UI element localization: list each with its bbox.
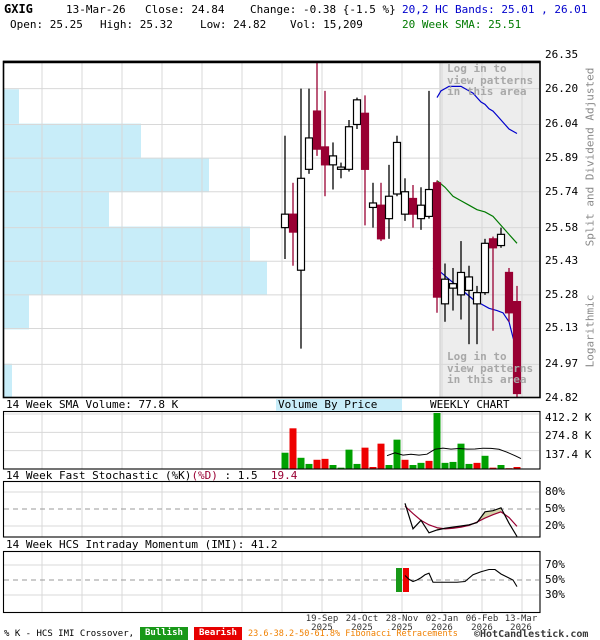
stochastic-k-value: : 1.5 [217,469,258,482]
momentum-label: 14 Week HCS Intraday Momentum (IMI): 41.… [6,538,278,551]
date-line: 28-Nov [385,614,419,624]
quote-date: 13-Mar-26 [66,3,126,16]
price-tick-label: 25.74 [545,184,579,198]
momentum-tick-label: 70% [545,558,565,571]
symbol-label: GXIG [4,2,33,16]
year-line: 2025 [311,622,333,633]
date-tick-label: 02-Jan 2026 [418,615,466,632]
date-line: 24-Oct [345,614,379,624]
login-overlay-text-bottom: Log in to view patterns in this area [447,351,533,386]
date-tick-label: 28-Nov 2025 [378,615,426,632]
year-line: 2026 [431,622,453,633]
login-overlay-line: in this area [447,373,527,386]
login-overlay-line: Log in to [447,350,507,363]
date-tick-label: 19-Sep 2025 [298,615,346,632]
hc-bands-value: 20,2 HC Bands: 25.01 , 26.01 [402,3,588,16]
login-overlay-line: in this area [447,85,527,98]
date-line: 06-Feb [465,614,499,624]
date-line: 02-Jan [425,614,459,624]
price-tick-label: 25.43 [545,254,579,268]
price-tick-label: 26.35 [545,48,579,61]
stochastic-tick-label: 20% [545,519,565,532]
price-tick-label: 24.82 [545,390,579,404]
change-value: Change: -0.38 {-1.5 %} [250,3,396,16]
year-line: 2025 [351,622,373,633]
stochastic-tick-label: 80% [545,484,565,498]
volume-tick-label: 137.4 K [545,447,592,461]
price-tick-label: 26.04 [545,117,579,131]
price-tick-label: 25.89 [545,151,579,165]
volume-tick-label: 412.2 K [545,411,592,424]
stochastic-d-value: 19.4 [257,469,298,482]
date-line: 13-Mar [504,614,538,624]
crossover-legend-label: % K - HCS IMI Crossover, [4,629,135,639]
price-tick-label: 25.28 [545,287,579,301]
date-tick-label: 13-Mar 2026 [497,615,545,632]
login-overlay-text-top: Log in to view patterns in this area [447,63,533,98]
volume-value: Vol: 15,209 [290,18,363,31]
copyright-link[interactable]: ©HotCandlestick.com [474,629,589,640]
volume-by-price-label: Volume By Price [276,399,402,411]
login-overlay-line: view patterns [447,73,534,87]
login-overlay-line: view patterns [447,361,534,375]
bearish-badge: Bearish [194,627,242,640]
year-line: 2026 [510,622,532,633]
date-line: 19-Sep [305,614,339,624]
price-tick-label: 26.20 [545,81,579,95]
stochastic-tick-label: 50% [545,502,565,515]
weekly-chart-label: WEEKLY CHART [430,398,510,411]
stochastic-k-label: 14 Week Fast Stochastic (%K) [6,469,192,482]
volume-sma-label: 14 Week SMA Volume: 77.8 K [6,398,179,411]
date-tick-label: 06-Feb 2026 [458,615,506,632]
year-line: 2025 [391,622,413,633]
volume-tick-label: 274.8 K [545,429,592,443]
log-scale-label: Logarithmic [583,294,597,368]
sma-value: 20 Week SMA: 25.51 [402,18,522,31]
bullish-badge: Bullish [140,627,188,640]
year-line: 2026 [471,622,493,633]
stochastic-label: 14 Week Fast Stochastic (%K)(%D) : 1.5 1… [6,470,297,482]
high-value: High: 25.32 [100,18,173,31]
close-value: Close: 24.84 [145,3,225,16]
price-tick-label: 24.97 [545,357,579,371]
momentum-tick-label: 30% [545,588,565,601]
fibonacci-legend-label: 23.6-38.2-50-61.8% Fibonacci Retracement… [248,629,458,639]
price-tick-label: 25.58 [545,220,579,234]
open-value: Open: 25.25 [10,18,83,31]
momentum-tick-label: 50% [545,573,565,586]
stochastic-d-label: (%D) [191,469,218,482]
login-overlay-line: Log in to [447,62,507,75]
adjusted-axis-label: Split and Dividend Adjusted [583,67,597,247]
low-value: Low: 24.82 [200,18,267,31]
price-tick-label: 25.13 [545,321,579,335]
date-tick-label: 24-Oct 2025 [338,615,386,632]
